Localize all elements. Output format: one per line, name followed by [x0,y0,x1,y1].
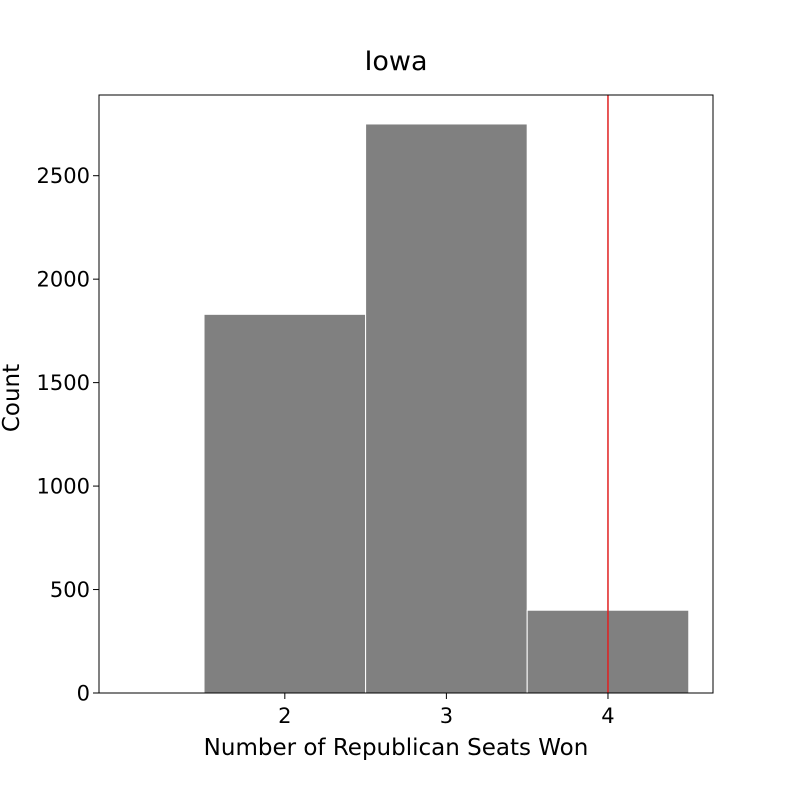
histogram-bar-2 [365,123,528,694]
y-axis-label: Count [0,364,25,432]
x-tick-label: 4 [601,704,614,728]
x-axis-label: Number of Republican Seats Won [204,735,589,761]
y-tick-label: 1000 [37,475,90,499]
y-tick-label: 2000 [37,268,90,292]
y-tick-label: 1500 [37,371,90,395]
histogram-bar-1 [203,313,367,694]
x-tick-label: 2 [278,704,291,728]
plot-frame [98,94,714,694]
x-axis-ticks: 2 3 4 [278,693,615,728]
chart-title: Iowa [364,46,427,77]
y-tick-label: 2500 [37,164,90,188]
y-tick-label: 500 [50,578,90,602]
x-tick-label: 3 [440,704,453,728]
bars-layer [203,123,690,694]
y-tick-label: 0 [77,682,90,706]
y-axis-ticks: 0 500 1000 1500 2000 2500 [37,164,99,706]
